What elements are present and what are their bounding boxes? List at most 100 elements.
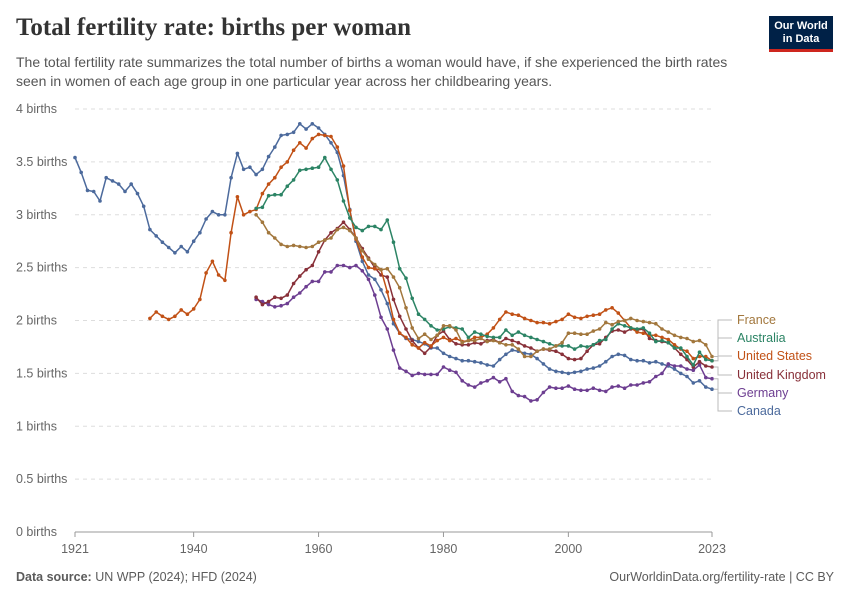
data-point [629, 326, 633, 330]
legend-label[interactable]: United Kingdom [737, 368, 826, 382]
data-point [435, 338, 440, 343]
data-point [622, 330, 627, 334]
data-point [491, 338, 496, 343]
data-point [416, 336, 421, 341]
data-point [441, 351, 446, 356]
data-point [697, 359, 702, 364]
data-point [410, 296, 415, 301]
data-point [479, 361, 483, 365]
data-point [641, 381, 646, 385]
data-point [522, 316, 527, 321]
data-point [366, 224, 371, 229]
data-point [466, 335, 471, 340]
legend[interactable]: France Australia United States United Kingd… [714, 313, 826, 418]
series-germany[interactable] [254, 263, 714, 403]
data-point [341, 263, 346, 268]
data-point [579, 316, 583, 321]
series-australia[interactable] [254, 155, 714, 367]
data-point [535, 398, 539, 402]
data-point [566, 384, 571, 388]
data-point [385, 301, 390, 306]
data-point [285, 293, 290, 297]
data-point [341, 220, 346, 224]
legend-label[interactable]: Canada [737, 404, 781, 418]
data-point [566, 356, 571, 361]
data-point [310, 136, 315, 141]
legend-label[interactable]: United States [737, 349, 812, 363]
data-point [285, 184, 290, 188]
data-point [279, 296, 283, 301]
data-point [298, 274, 302, 278]
data-point [585, 349, 589, 354]
data-point [266, 230, 271, 235]
data-point [254, 295, 258, 300]
data-point [622, 386, 627, 391]
data-point [266, 299, 271, 304]
data-point [479, 381, 483, 385]
footer-url-link[interactable]: OurWorldinData.org/fertility-rate | CC B… [609, 570, 834, 584]
data-point [298, 291, 302, 295]
data-point [572, 315, 577, 320]
data-point [185, 312, 190, 317]
x-axis: 1921 1940 1960 1980 2000 2023 [61, 531, 726, 556]
data-point [666, 362, 671, 366]
series-canada[interactable] [73, 122, 714, 392]
data-point [191, 307, 196, 311]
data-point [235, 151, 240, 156]
data-point [410, 326, 415, 330]
data-point [504, 343, 508, 347]
data-point [366, 257, 371, 262]
data-point [529, 335, 533, 340]
data-point [266, 182, 271, 186]
data-point [379, 315, 383, 320]
data-point [410, 373, 415, 378]
data-point [360, 228, 365, 233]
data-point [685, 336, 689, 341]
data-point [660, 327, 664, 331]
y-axis-ticks: 0 births 0.5 births 1 births 1.5 births 2 bi… [16, 102, 67, 539]
owid-logo[interactable]: Our World in Data [769, 16, 833, 52]
data-point [597, 388, 602, 393]
data-point [366, 273, 371, 277]
data-point [304, 167, 308, 172]
data-point [148, 227, 152, 232]
data-point [641, 319, 646, 324]
legend-connector [714, 378, 732, 394]
legend-label[interactable]: Germany [737, 386, 789, 400]
data-point [691, 368, 696, 373]
data-point [560, 386, 564, 391]
series-united-kingdom[interactable] [254, 220, 714, 369]
series-united-states[interactable] [148, 132, 714, 363]
series-france[interactable] [254, 213, 714, 359]
data-point [710, 387, 714, 392]
data-point [635, 318, 639, 323]
data-point [373, 262, 377, 267]
data-point [410, 343, 415, 347]
data-point [566, 312, 571, 317]
data-point [298, 122, 302, 126]
y-tick-label: 1.5 births [16, 366, 67, 380]
data-point [566, 371, 571, 376]
data-point [704, 385, 708, 389]
data-point [241, 213, 246, 217]
data-point [597, 364, 602, 368]
legend-label[interactable]: France [737, 313, 776, 327]
data-point [504, 376, 508, 381]
data-point [497, 340, 502, 345]
legend-label[interactable]: Australia [737, 331, 786, 345]
data-point [316, 132, 321, 137]
data-point [691, 356, 696, 361]
data-point [285, 301, 290, 306]
data-point [460, 379, 465, 383]
data-point [672, 367, 677, 371]
data-point [522, 354, 527, 359]
data-point [510, 312, 514, 317]
data-point [654, 321, 658, 326]
data-point [260, 302, 265, 307]
data-point [572, 357, 577, 362]
data-point [635, 330, 639, 334]
data-point [485, 334, 490, 339]
data-point [397, 266, 402, 271]
y-tick-label: 0.5 births [16, 472, 67, 486]
data-point [385, 290, 390, 294]
